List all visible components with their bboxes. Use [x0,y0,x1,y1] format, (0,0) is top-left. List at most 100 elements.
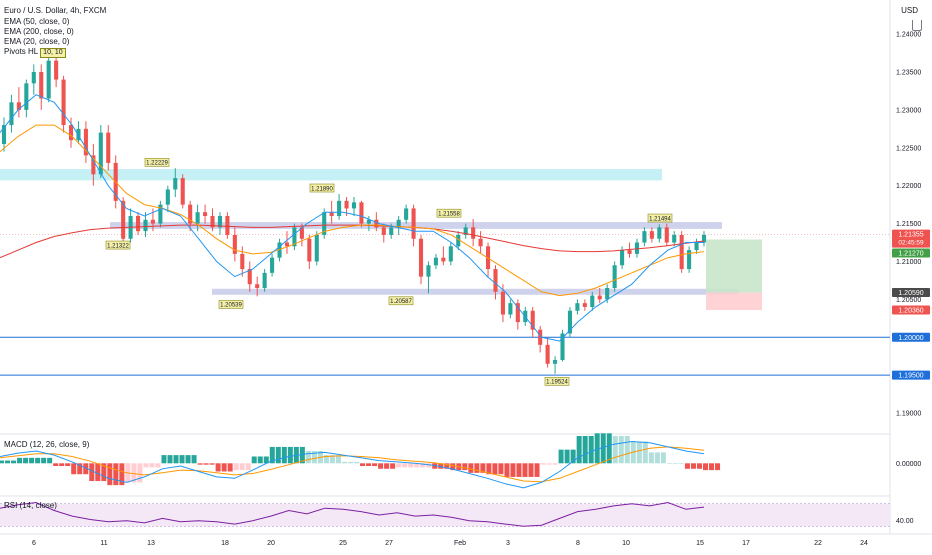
candle-body [396,219,401,228]
bookmark-icon[interactable] [912,20,922,31]
candle-body [448,246,453,262]
pivot-label: 1.20587 [390,299,412,305]
macd-histogram-bar [209,463,215,465]
macd-histogram-bar [101,463,107,482]
macd-histogram-bar [564,449,570,464]
x-tick-label: 24 [860,540,868,547]
candle-body [471,227,476,239]
level-price-label: 1.20590 [898,290,923,297]
macd-histogram-bar [35,457,41,464]
y-tick-label: 1.22500 [896,145,921,152]
candle-body [307,238,312,262]
candle-body [61,79,66,126]
candle-body [277,242,282,258]
macd-histogram-bar [360,463,366,467]
x-tick-label: 18 [221,540,229,547]
legend-ema20: EMA (20, close, 0) [4,37,70,46]
macd-histogram-bar [372,463,378,467]
macd-histogram-bar [408,463,414,468]
candle-body [16,102,21,110]
pivot-label-box [436,208,462,218]
macd-histogram-bar [227,463,233,472]
candle-body [359,202,364,224]
x-tick-label: Feb [454,540,466,547]
candle-body [91,155,96,175]
macd-histogram-bar [89,463,95,482]
macd-histogram-bar [65,463,71,467]
macd-histogram-bar [690,463,696,469]
candle-body [590,295,595,307]
macd-histogram-bar [185,455,191,464]
rsi-tick-label: 40.00 [896,518,914,525]
candle-body [463,227,468,235]
candle-body [404,208,409,220]
candle-body [180,178,185,205]
macd-histogram-bar [672,463,678,464]
macd-histogram-bar [203,463,209,465]
macd-histogram-bar [47,457,53,464]
candle-body [575,303,580,311]
last-price-label: 1.21355 [898,232,923,239]
candle-body [24,83,29,110]
pivot-label-box [105,240,131,250]
candle-body [76,128,81,141]
candle-body [225,216,230,235]
macd-histogram-bar [480,463,486,473]
x-tick-label: 22 [814,540,822,547]
macd-histogram-bar [540,463,546,465]
resistance-zone [0,169,662,181]
candle-body [634,242,640,254]
x-tick-label: 10 [622,540,630,547]
candle-body [567,310,573,334]
candle-body [597,295,602,300]
macd-histogram-bar [17,457,23,464]
candle-body [456,234,461,247]
macd-tick-label: 0.00000 [896,461,921,468]
x-tick-label: 6 [32,540,36,547]
macd-histogram-bar [600,433,606,464]
macd-histogram-bar [618,436,624,464]
rsi-line [0,501,705,527]
pivot-badge: 10, 10 [40,48,66,58]
candle-body [500,291,505,315]
stop-price-label: 1.20360 [898,307,923,314]
macd-histogram-bar [257,456,263,464]
macd-histogram-bar [305,451,311,464]
macd-histogram-bar [366,463,372,467]
ema-price-label: 1.21270 [898,251,923,258]
stop-price-label-bg [892,305,930,315]
macd-histogram-bar [378,463,384,469]
macd-histogram-bar [323,455,329,464]
support2-price-label-bg [892,370,930,380]
macd-histogram-bar [462,463,468,471]
supply-zone [110,222,722,229]
macd-histogram-bar [59,463,65,467]
candle-body [694,242,699,251]
macd-histogram-bar [137,463,143,483]
candle-body [441,257,446,262]
macd-histogram-bar [594,433,600,464]
candle-body [530,310,535,330]
support1-price-label-bg [892,332,930,342]
candle-body [54,60,59,80]
pivot-label: 1.21890 [311,186,333,192]
candle-body [210,216,215,228]
x-tick-label: 25 [339,540,347,547]
candle-body [649,231,654,239]
y-tick-label: 1.19000 [896,411,921,418]
macd-histogram-bar [245,463,251,471]
macd-histogram-bar [275,446,281,464]
macd-histogram-bar [654,452,660,464]
macd-histogram-bar [474,463,480,473]
pivot-label: 1.19524 [546,380,568,386]
candle-body [426,265,431,277]
macd-histogram-bar [251,456,257,464]
candle-body [515,303,520,323]
candle-body [381,227,386,235]
candle-body [98,132,103,175]
macd-histogram-bar [582,436,588,464]
macd-histogram-bar [143,463,149,468]
y-tick-label: 1.21500 [896,221,921,228]
